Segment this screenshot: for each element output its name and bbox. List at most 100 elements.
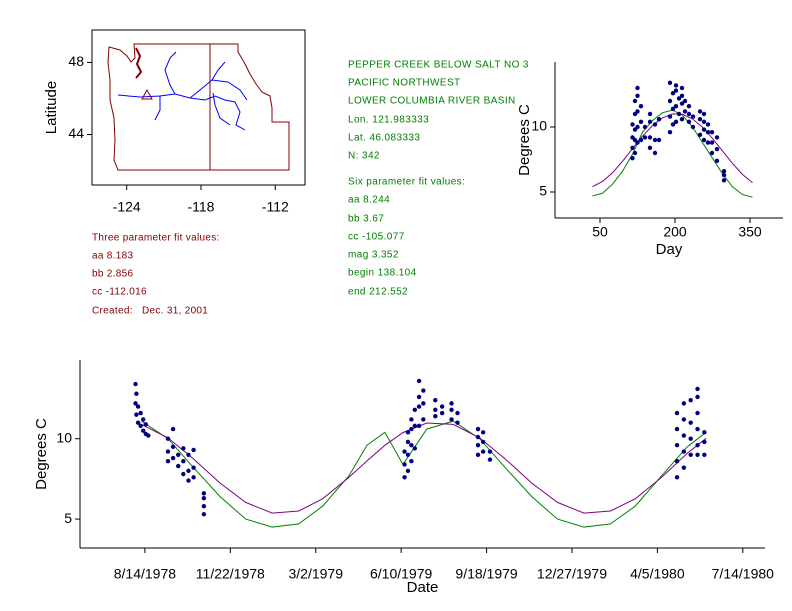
data-point bbox=[688, 397, 693, 403]
x-tick-label: 12/27/1979 bbox=[537, 566, 607, 582]
data-point bbox=[681, 417, 687, 422]
data-point bbox=[721, 169, 727, 174]
data-point bbox=[676, 111, 682, 117]
fit-value: aa 8.183 bbox=[92, 251, 133, 262]
data-point bbox=[686, 104, 692, 109]
data-point bbox=[647, 111, 653, 117]
x-tick-label: 50 bbox=[592, 224, 608, 240]
data-point bbox=[688, 436, 693, 441]
y-tick-label: 10 bbox=[56, 429, 72, 445]
data-point bbox=[402, 462, 407, 467]
data-point bbox=[402, 449, 407, 454]
info-line: Lon. 121.983333 bbox=[348, 115, 429, 126]
data-point bbox=[674, 475, 680, 480]
data-point bbox=[455, 420, 460, 425]
map-frame bbox=[91, 29, 306, 186]
data-point bbox=[686, 119, 692, 125]
data-point bbox=[635, 124, 640, 130]
data-point bbox=[695, 394, 700, 400]
data-point bbox=[146, 433, 151, 438]
data-point bbox=[682, 98, 688, 104]
station-info: PEPPER CREEK BELOW SALT NO 3 PACIFIC NOR… bbox=[92, 60, 529, 317]
data-point bbox=[421, 417, 426, 422]
data-point bbox=[176, 463, 181, 469]
data-point bbox=[670, 122, 676, 127]
data-point bbox=[690, 114, 696, 119]
data-point bbox=[674, 459, 680, 464]
data-point bbox=[686, 111, 692, 117]
data-point bbox=[433, 407, 438, 413]
x-tick-label: 7/14/1980 bbox=[712, 566, 774, 582]
data-point bbox=[652, 137, 658, 143]
y-tick-label: 44 bbox=[68, 125, 84, 141]
y-axis-label: Latitude bbox=[43, 81, 60, 134]
fit-line bbox=[592, 113, 753, 188]
data-point bbox=[702, 439, 707, 445]
data-point bbox=[409, 442, 414, 448]
data-point bbox=[673, 88, 679, 93]
data-point bbox=[670, 106, 676, 112]
data-point bbox=[652, 150, 658, 156]
data-point bbox=[176, 452, 181, 458]
data-point bbox=[679, 101, 685, 106]
data-point bbox=[709, 150, 715, 156]
data-point bbox=[679, 85, 685, 91]
data-point bbox=[191, 465, 196, 470]
data-point bbox=[405, 439, 411, 445]
x-tick-label: 8/14/1978 bbox=[114, 566, 176, 582]
x-tick-label: 4/5/1980 bbox=[630, 566, 685, 582]
data-point bbox=[170, 455, 176, 461]
x-tick-label: -112 bbox=[262, 199, 289, 215]
data-point bbox=[630, 145, 635, 150]
fit-value: begin 138.104 bbox=[348, 268, 417, 279]
state-borders bbox=[107, 43, 290, 171]
fit-heading: Six parameter fit values: bbox=[348, 177, 465, 188]
data-point bbox=[412, 423, 418, 429]
data-point bbox=[475, 452, 481, 458]
data-point bbox=[409, 417, 414, 422]
x-tick-label: 11/22/1978 bbox=[196, 566, 265, 582]
data-point bbox=[201, 495, 207, 501]
rivers bbox=[117, 51, 248, 131]
y-axis-label: Degrees C bbox=[33, 418, 50, 490]
info-line: N: 342 bbox=[348, 151, 380, 162]
data-point bbox=[143, 422, 148, 427]
data-point bbox=[697, 117, 703, 122]
data-point bbox=[480, 439, 486, 445]
map-outline bbox=[107, 43, 290, 171]
data-point bbox=[133, 401, 138, 406]
data-point bbox=[421, 401, 426, 406]
fit-value: bb 3.67 bbox=[348, 214, 384, 225]
x-tick-label: 350 bbox=[738, 224, 762, 240]
data-point bbox=[181, 459, 186, 464]
data-point bbox=[186, 452, 191, 458]
data-point bbox=[186, 478, 191, 483]
data-point bbox=[421, 388, 426, 393]
fit-heading: Three parameter fit values: bbox=[92, 233, 220, 244]
data-point bbox=[181, 471, 186, 477]
data-point bbox=[701, 137, 707, 143]
data-point bbox=[416, 404, 422, 409]
fit-value: bb 2.856 bbox=[92, 269, 133, 280]
data-point bbox=[714, 158, 720, 163]
x-axis-label: Date bbox=[407, 579, 439, 596]
info-line: PEPPER CREEK BELOW SALT NO 3 bbox=[348, 60, 529, 71]
data-point bbox=[449, 407, 454, 413]
data-point bbox=[681, 465, 687, 470]
data-point bbox=[652, 122, 658, 127]
created-date: Created: Dec. 31, 2001 bbox=[92, 306, 208, 317]
data-point bbox=[642, 124, 648, 130]
data-point bbox=[455, 410, 460, 416]
data-point bbox=[165, 436, 171, 441]
y-axis-label: Degrees C bbox=[516, 104, 533, 176]
data-point bbox=[165, 449, 171, 454]
data-point bbox=[416, 378, 422, 384]
data-point bbox=[635, 85, 640, 91]
data-point bbox=[141, 417, 146, 422]
data-point bbox=[181, 446, 186, 451]
data-point bbox=[191, 447, 196, 453]
data-point bbox=[701, 111, 707, 117]
fit-value: end 212.552 bbox=[348, 287, 408, 298]
data-point bbox=[405, 430, 411, 435]
